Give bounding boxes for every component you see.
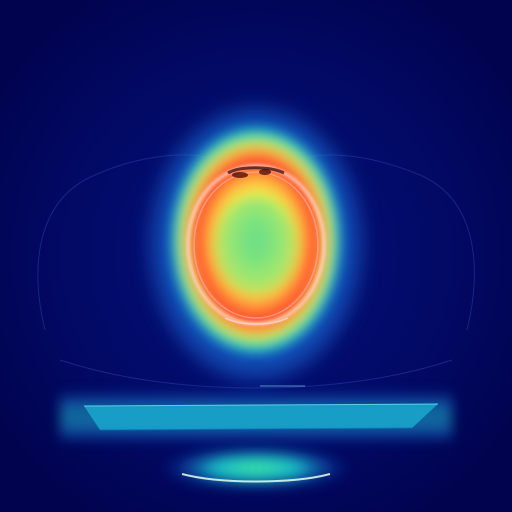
- brain-region: [216, 197, 296, 293]
- scanner-table: [60, 385, 452, 444]
- skull-outline: [186, 164, 326, 326]
- table-base: [161, 446, 351, 490]
